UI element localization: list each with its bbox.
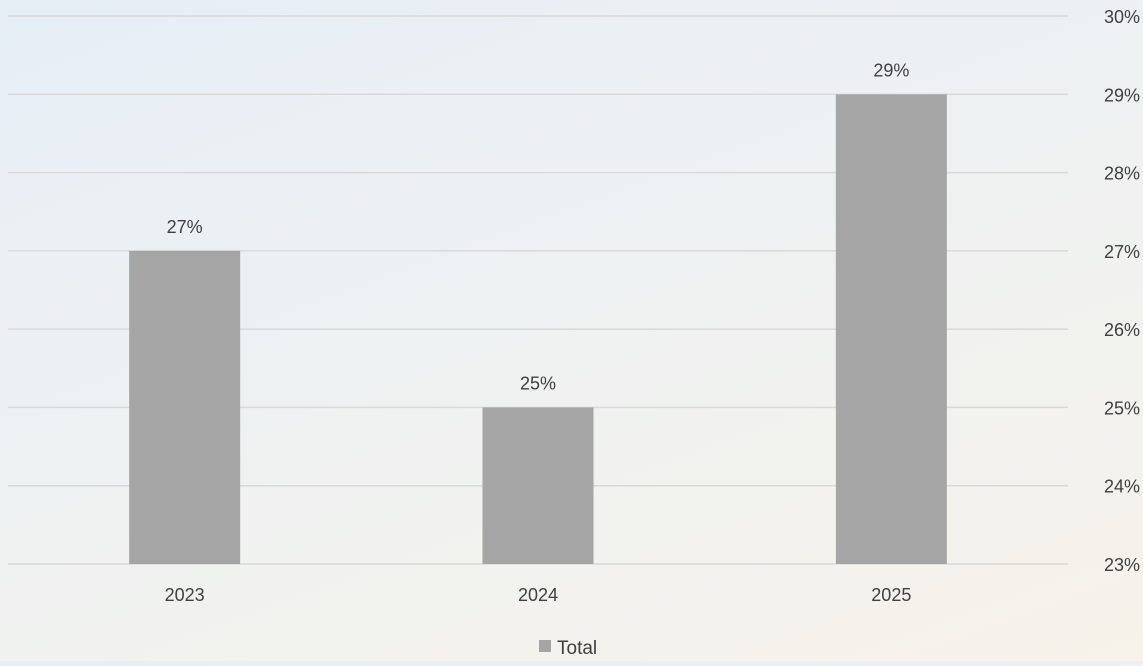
x-axis: 2023 2024 2025: [165, 585, 912, 605]
bar: [129, 250, 241, 564]
y-tick-label: 24%: [1104, 477, 1140, 497]
x-tick-label: 2023: [165, 585, 205, 605]
y-tick-label: 29%: [1104, 85, 1140, 105]
bars: [129, 94, 947, 565]
y-tick-label: 23%: [1104, 555, 1140, 575]
data-labels: 27% 25% 29%: [167, 60, 910, 393]
bar: [835, 94, 947, 565]
y-tick-label: 28%: [1104, 164, 1140, 184]
bar: [482, 407, 594, 564]
legend-swatch-total: [539, 640, 551, 652]
data-label: 25%: [520, 373, 556, 393]
legend: Total: [539, 638, 597, 659]
y-tick-label: 30%: [1104, 7, 1140, 27]
data-label: 27%: [167, 217, 203, 237]
legend-label-total: Total: [557, 638, 597, 659]
x-tick-label: 2025: [871, 585, 911, 605]
y-axis: 23% 24% 25% 26% 27% 28% 29% 30%: [1104, 7, 1140, 575]
data-label: 29%: [873, 60, 909, 80]
y-tick-label: 27%: [1104, 242, 1140, 262]
x-tick-label: 2024: [518, 585, 558, 605]
y-tick-label: 25%: [1104, 398, 1140, 418]
y-tick-label: 26%: [1104, 320, 1140, 340]
